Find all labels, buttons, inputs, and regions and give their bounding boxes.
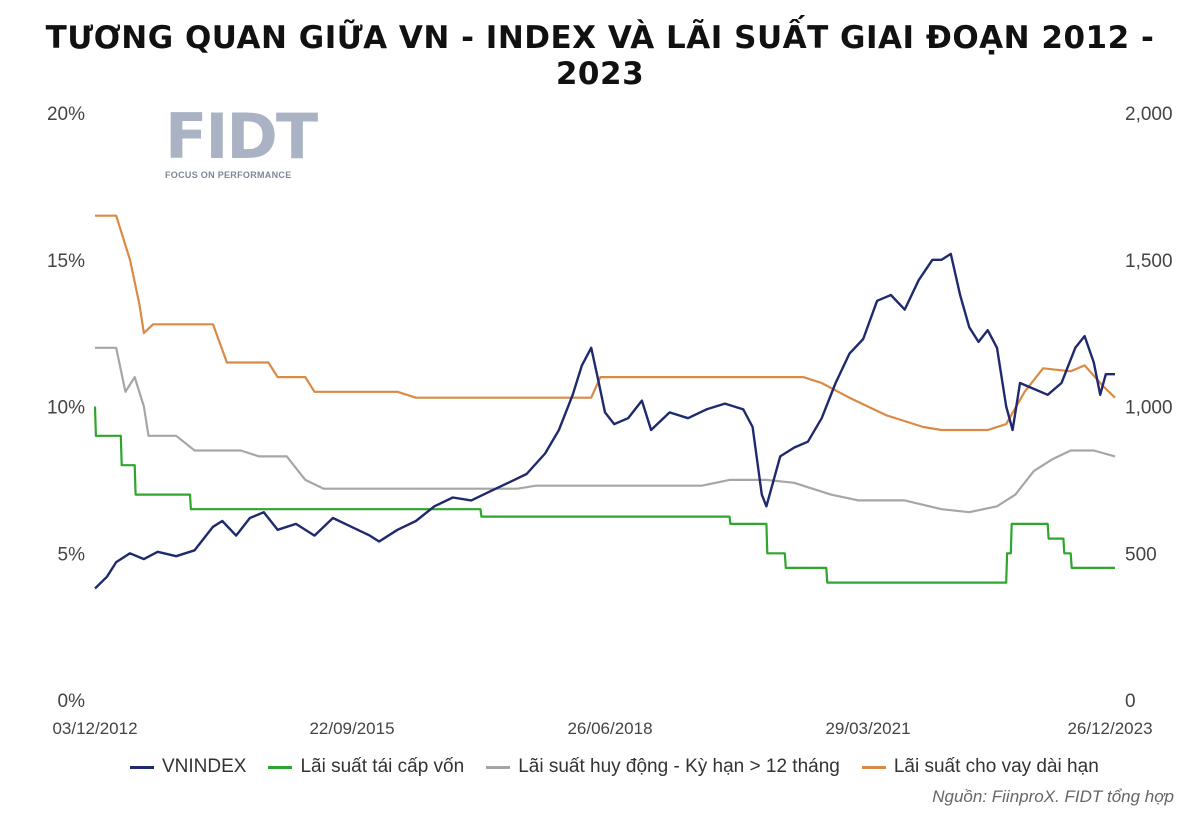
series-line-tai-cap-von bbox=[93, 406, 1115, 584]
legend-label-vnindex: VNINDEX bbox=[162, 756, 247, 777]
y-right-tick-label: 1,000 bbox=[1125, 398, 1173, 419]
series-line-cho-vay bbox=[95, 214, 1116, 432]
y-left-tick-label: 0% bbox=[58, 691, 86, 712]
x-tick-label: 26/06/2018 bbox=[567, 719, 652, 738]
legend-item-tai-cap-von: Lãi suất tái cấp vốn bbox=[268, 756, 464, 778]
y-right-tick-label: 0 bbox=[1125, 691, 1136, 712]
series-line-vnindex bbox=[94, 252, 1115, 590]
legend-label-huy-dong: Lãi suất huy động - Kỳ hạn > 12 tháng bbox=[518, 756, 840, 777]
x-tick-label: 26/12/2023 bbox=[1067, 719, 1152, 738]
series-line-huy-dong bbox=[95, 346, 1116, 514]
y-left-tick-label: 20% bbox=[47, 104, 85, 125]
y-right-tick-label: 500 bbox=[1125, 544, 1157, 565]
y-left-tick-label: 15% bbox=[47, 251, 85, 272]
chart-legend: VNINDEX Lãi suất tái cấp vốn Lãi suất hu… bbox=[130, 756, 1099, 778]
fidt-logo: FIDT FOCUS ON PERFORMANCE bbox=[165, 100, 318, 185]
legend-item-huy-dong: Lãi suất huy động - Kỳ hạn > 12 tháng bbox=[486, 756, 840, 778]
legend-swatch-vnindex bbox=[130, 765, 154, 769]
logo-tagline: FOCUS ON PERFORMANCE bbox=[165, 170, 292, 180]
legend-item-vnindex: VNINDEX bbox=[130, 756, 246, 778]
x-tick-label: 03/12/2012 bbox=[52, 719, 137, 738]
x-tick-label: 22/09/2015 bbox=[309, 719, 394, 738]
y-left-tick-label: 5% bbox=[58, 544, 86, 565]
legend-item-cho-vay: Lãi suất cho vay dài hạn bbox=[861, 756, 1099, 778]
legend-swatch-tai-cap-von bbox=[268, 765, 293, 769]
legend-swatch-huy-dong bbox=[486, 765, 511, 769]
legend-label-cho-vay: Lãi suất cho vay dài hạn bbox=[893, 756, 1099, 777]
legend-label-tai-cap-von: Lãi suất tái cấp vốn bbox=[300, 756, 465, 777]
y-right-tick-label: 2,000 bbox=[1125, 104, 1173, 125]
y-right-tick-label: 1,500 bbox=[1125, 251, 1173, 272]
logo-wordmark: FIDT bbox=[165, 100, 318, 173]
chart-title: TƯƠNG QUAN GIỮA VN - INDEX VÀ LÃI SUẤT G… bbox=[45, 20, 1155, 92]
source-note: Nguồn: FiinproX. FIDT tổng hợp bbox=[932, 787, 1174, 806]
x-tick-label: 29/03/2021 bbox=[825, 719, 910, 738]
y-left-tick-label: 10% bbox=[47, 398, 85, 419]
legend-swatch-cho-vay bbox=[861, 765, 886, 769]
